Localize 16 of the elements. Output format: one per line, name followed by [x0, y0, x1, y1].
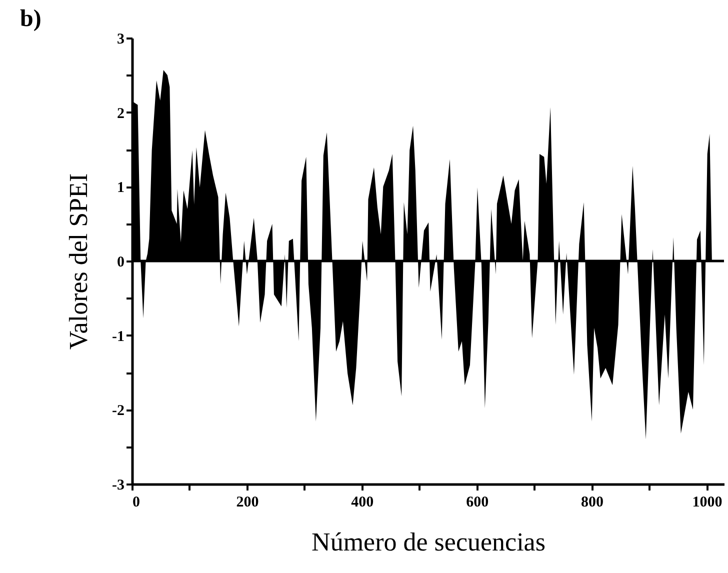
x-tick-label: 1000: [692, 494, 722, 510]
y-tick-label: 2: [117, 106, 124, 122]
x-axis-title: Número de secuencias: [312, 528, 546, 556]
y-tick-label: -3: [112, 478, 124, 494]
y-tick-label: 1: [117, 180, 124, 196]
x-tick-label: 400: [351, 494, 374, 510]
y-tick-label: 3: [117, 32, 124, 48]
chart-title: b): [20, 6, 42, 32]
x-tick-label: 200: [236, 494, 259, 510]
x-tick-label: 0: [132, 494, 140, 510]
y-tick-label: -2: [112, 403, 124, 420]
y-tick-label: -1: [112, 328, 124, 345]
x-tick-label: 600: [466, 494, 489, 510]
x-tick-label: 800: [581, 494, 604, 510]
y-axis-title: Valores del SPEI: [64, 173, 94, 350]
y-tick-label: 0: [117, 254, 124, 270]
